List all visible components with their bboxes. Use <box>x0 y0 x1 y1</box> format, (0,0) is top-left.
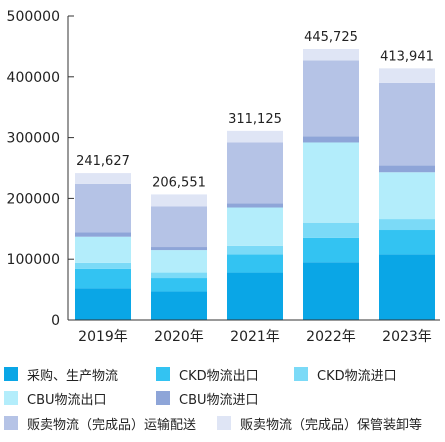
legend-swatch <box>217 416 231 430</box>
bar-segment <box>227 203 283 208</box>
bar-segment <box>379 254 435 320</box>
legend-swatch <box>294 367 308 381</box>
bar-segment <box>75 236 131 263</box>
bar-segment <box>303 136 359 143</box>
bar-segment <box>303 222 359 238</box>
bar-segment <box>379 68 435 83</box>
bar-segment <box>151 291 207 320</box>
bar-segment <box>227 272 283 320</box>
bar-segment <box>151 194 207 207</box>
bar-segment <box>379 172 435 220</box>
bar-segment <box>75 232 131 237</box>
bar-segment <box>379 230 435 255</box>
x-tick-label: 2020年 <box>154 329 204 345</box>
legend-item: CBU物流出口 <box>4 388 107 408</box>
legend-swatch <box>156 391 170 405</box>
legend-label: CBU物流出口 <box>27 392 107 408</box>
legend-label: CKD物流进口 <box>317 368 397 384</box>
legend-swatch <box>4 367 18 381</box>
bar-total-label: 445,725 <box>304 30 358 45</box>
bar-segment <box>227 245 283 255</box>
bar-segment <box>379 219 435 231</box>
bar-segment <box>75 268 131 289</box>
bar-total-label: 241,627 <box>76 154 130 169</box>
bar-segment <box>151 278 207 292</box>
bar-segment <box>303 60 359 137</box>
x-tick-label: 2023年 <box>382 329 432 345</box>
bar-segment <box>303 262 359 320</box>
bar-segment <box>151 247 207 251</box>
legend-swatch <box>156 367 170 381</box>
y-tick-label: 100000 <box>7 252 60 268</box>
bar-segment <box>227 142 283 204</box>
legend-label: 采购、生产物流 <box>27 368 119 384</box>
y-tick-label: 400000 <box>7 70 60 86</box>
legend-swatch <box>4 391 18 405</box>
x-tick-label: 2019年 <box>78 329 128 345</box>
bar-segment <box>75 288 131 320</box>
legend-label: CKD物流出口 <box>179 368 259 384</box>
legend-item: CBU物流进口 <box>156 388 259 408</box>
bar-segment <box>151 250 207 273</box>
bar-segment <box>151 206 207 248</box>
legend-label: 贩卖物流（完成品）运输配送 <box>27 417 197 433</box>
stacked-bar-chart: 241,627 2019年 206,551 2020年 311,125 2021年 445,… <box>7 9 440 345</box>
bar-segment <box>75 183 131 233</box>
bar-segment <box>303 237 359 263</box>
legend-item: 贩卖物流（完成品）保管装卸等 <box>217 413 422 433</box>
bar-segment <box>227 130 283 143</box>
bar-segment <box>75 262 131 269</box>
bar-segment <box>379 82 435 166</box>
legend-item: 采购、生产物流 <box>4 364 118 384</box>
bar-total-label: 311,125 <box>228 112 282 127</box>
bar-segment <box>75 173 131 184</box>
bar-segment <box>303 142 359 223</box>
bar-segment <box>227 254 283 273</box>
y-tick-label: 300000 <box>7 131 60 147</box>
bar-total-label: 206,551 <box>152 175 206 190</box>
legend-label: 贩卖物流（完成品）保管装卸等 <box>240 417 423 433</box>
bar-segment <box>379 165 435 173</box>
legend-label: CBU物流进口 <box>179 392 259 408</box>
bar-total-label: 413,941 <box>380 49 434 64</box>
legend-item: CKD物流进口 <box>294 364 397 384</box>
bar-segment <box>227 207 283 246</box>
x-tick-label: 2021年 <box>230 329 280 345</box>
legend-item: CKD物流出口 <box>156 364 259 384</box>
y-tick-label: 500000 <box>7 9 60 25</box>
legend-swatch <box>4 416 18 430</box>
bar-segment <box>151 272 207 279</box>
x-tick-label: 2022年 <box>306 329 356 345</box>
y-tick-label: 0 <box>51 313 60 329</box>
legend-item: 贩卖物流（完成品）运输配送 <box>4 413 196 433</box>
chart-legend: 采购、生产物流 CKD物流出口 CKD物流进口 CBU物流出口 CBU物流进口贩卖物流（… <box>0 356 445 442</box>
y-tick-label: 200000 <box>7 191 60 207</box>
bar-segment <box>303 48 359 61</box>
